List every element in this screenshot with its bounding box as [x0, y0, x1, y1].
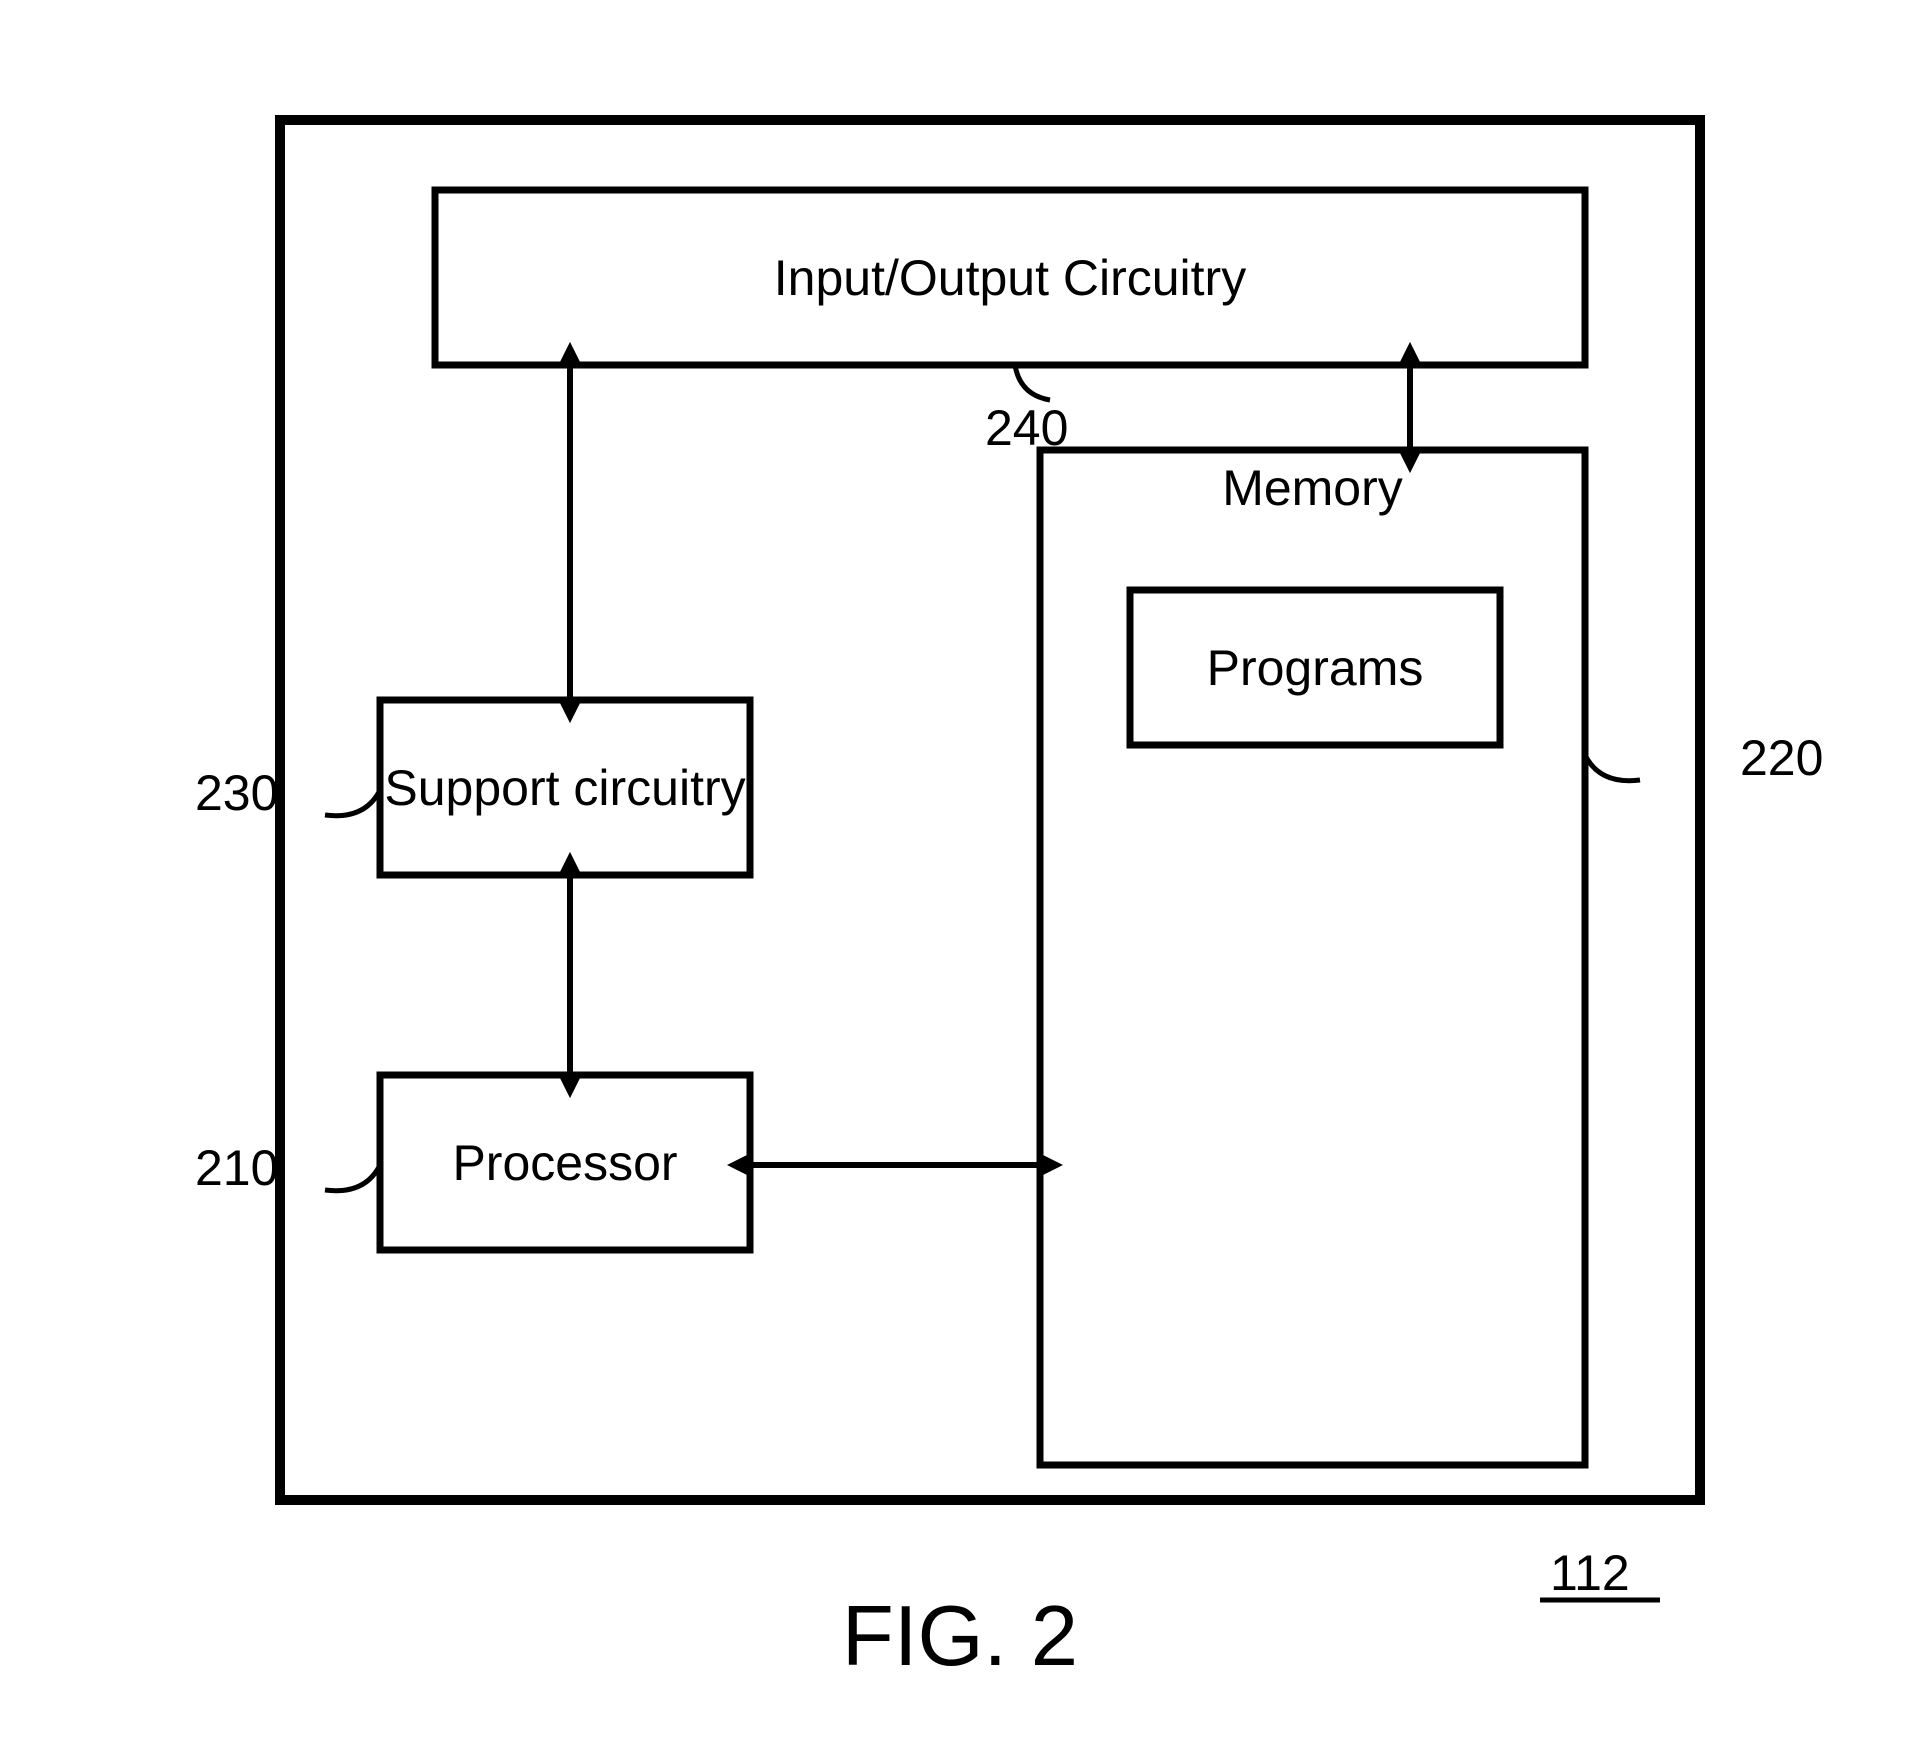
figure-caption: FIG. 2 [842, 1589, 1078, 1684]
ref-240-refnum: 240 [985, 400, 1068, 456]
ref-210-refnum: 210 [195, 1140, 278, 1196]
ref-220-refnum: 220 [1740, 730, 1823, 786]
ref-112-refnum: 112 [1550, 1545, 1630, 1601]
support-circuitry-box-label: Support circuitry [384, 760, 745, 816]
ref-230-refnum: 230 [195, 765, 278, 821]
memory-box-label: Memory [1222, 460, 1403, 516]
io-circuitry-box-label: Input/Output Circuitry [774, 250, 1246, 306]
programs-box-label: Programs [1207, 640, 1424, 696]
processor-box-label: Processor [452, 1135, 677, 1191]
